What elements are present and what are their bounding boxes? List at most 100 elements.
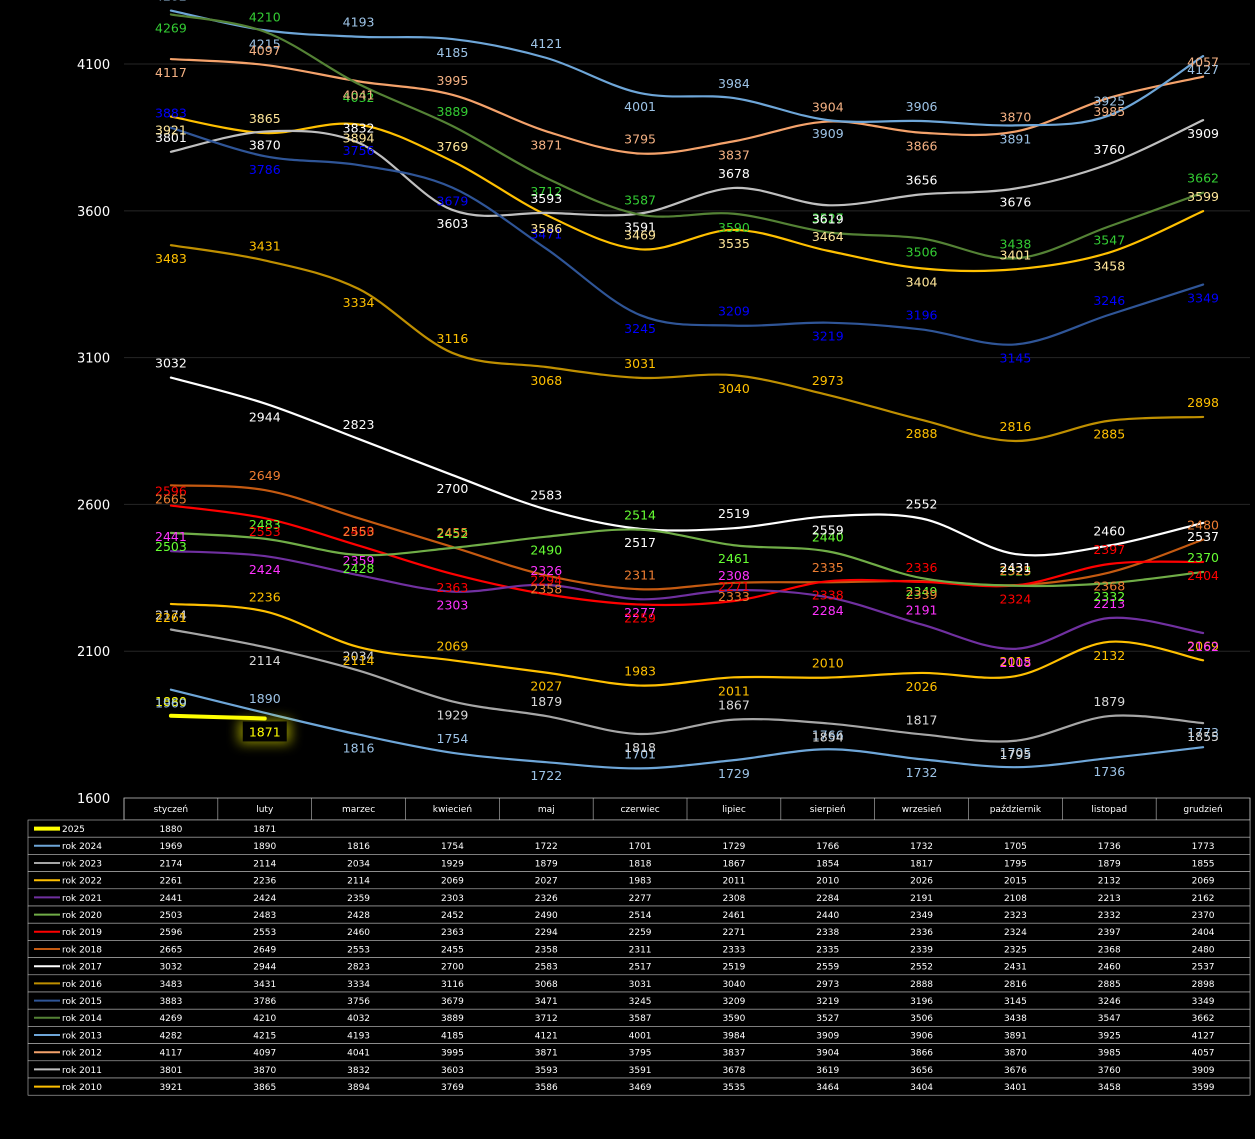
table-cell: 2271 <box>722 928 745 938</box>
data-label: 2294 <box>530 572 562 587</box>
data-label: 3599 <box>1187 189 1219 204</box>
data-label: 2308 <box>718 568 750 583</box>
series-line-rok-2011 <box>169 119 1205 217</box>
table-cell: 1929 <box>441 859 464 869</box>
table-cell: 2108 <box>1004 894 1027 904</box>
table-cell: 2333 <box>722 945 745 955</box>
table-cell: 3040 <box>722 980 745 990</box>
data-label: 3404 <box>906 274 938 289</box>
data-label: 3662 <box>1187 171 1219 186</box>
table-cell: 2559 <box>816 963 839 973</box>
table-cell: 4121 <box>535 1031 558 1041</box>
series-line-rok-2024 <box>169 688 1205 770</box>
table-cell: 3068 <box>535 980 558 990</box>
table-cell: 3590 <box>722 1014 745 1024</box>
table-header-cell: wrzesień <box>902 805 942 815</box>
data-label: 2553 <box>343 524 375 539</box>
series-line-rok-2023 <box>169 628 1205 743</box>
data-label: 4210 <box>249 10 281 25</box>
table-cell: 2114 <box>347 877 370 887</box>
data-label: 3712 <box>530 184 562 199</box>
table-cell: 2397 <box>1098 928 1121 938</box>
table-cell: 2349 <box>910 911 933 921</box>
legend-label: rok 2017 <box>62 963 102 973</box>
table-cell: 2973 <box>816 980 839 990</box>
table-cell: 4282 <box>159 1031 182 1041</box>
table-cell: 2069 <box>1192 877 1215 887</box>
series-line-rok-2014 <box>169 13 1205 260</box>
table-cell: 1879 <box>1098 859 1121 869</box>
data-label: 4193 <box>343 15 375 30</box>
table-cell: 3116 <box>441 980 464 990</box>
table-cell: 3985 <box>1098 1049 1121 1059</box>
data-label: 3866 <box>906 139 938 154</box>
data-label: 4269 <box>155 20 187 35</box>
table-cell: 3870 <box>253 1066 276 1076</box>
table-cell: 2277 <box>629 894 652 904</box>
data-label: 1818 <box>624 740 656 755</box>
table-cell: 3506 <box>910 1014 933 1024</box>
data-label: 3894 <box>343 131 375 146</box>
table-cell: 3471 <box>535 997 558 1007</box>
data-label: 3603 <box>437 216 469 231</box>
data-label: 2027 <box>530 679 562 694</box>
data-label: 2519 <box>718 506 750 521</box>
data-label: 3679 <box>437 194 469 209</box>
table-cell: 3894 <box>347 1083 370 1093</box>
table-cell: 2370 <box>1192 911 1215 921</box>
table-cell: 2011 <box>722 877 745 887</box>
table-cell: 3909 <box>816 1031 839 1041</box>
table-cell: 2519 <box>722 963 745 973</box>
legend-label: rok 2022 <box>62 877 102 887</box>
table-cell: 2665 <box>159 945 182 955</box>
table-cell: 1879 <box>535 859 558 869</box>
table-cell: 3832 <box>347 1066 370 1076</box>
table-cell: 2537 <box>1192 963 1215 973</box>
table-cell: 1705 <box>1004 842 1027 852</box>
data-label: 3590 <box>718 220 750 235</box>
table-cell: 3769 <box>441 1083 464 1093</box>
table-header-cell: marzec <box>342 805 375 815</box>
data-label: 2480 <box>1187 518 1219 533</box>
table-cell: 3889 <box>441 1014 464 1024</box>
data-label: 2277 <box>624 605 656 620</box>
table-cell: 1890 <box>253 842 276 852</box>
data-label: 2114 <box>249 653 281 668</box>
data-label: 1722 <box>530 768 562 783</box>
legend-label: 2025 <box>62 825 85 835</box>
table-cell: 2428 <box>347 911 370 921</box>
table-cell: 2503 <box>159 911 182 921</box>
data-label: 2339 <box>906 587 938 602</box>
legend-label: rok 2014 <box>62 1014 102 1024</box>
table-cell: 2583 <box>535 963 558 973</box>
table-cell: 2294 <box>535 928 558 938</box>
table-cell: 2261 <box>159 877 182 887</box>
data-label: 1929 <box>437 707 469 722</box>
table-cell: 2191 <box>910 894 933 904</box>
data-label: 2898 <box>1187 395 1219 410</box>
data-label: 2816 <box>1000 419 1032 434</box>
data-label: 3921 <box>155 123 187 138</box>
data-label: 1729 <box>718 766 750 781</box>
legend-label: rok 2012 <box>62 1049 102 1059</box>
table-cell: 1722 <box>535 842 558 852</box>
series-line-rok-2020 <box>169 528 1205 588</box>
table-cell: 3547 <box>1098 1014 1121 1024</box>
series-line-rok-2010 <box>169 115 1205 273</box>
table-cell: 3469 <box>629 1083 652 1093</box>
data-label: 2370 <box>1187 550 1219 565</box>
legend-label: rok 2023 <box>62 859 102 869</box>
table-header-cell: lipiec <box>722 805 746 815</box>
legend-label: rok 2019 <box>62 928 102 938</box>
table-cell: 3031 <box>629 980 652 990</box>
legend-label: rok 2018 <box>62 945 102 955</box>
table-cell: 2944 <box>253 963 276 973</box>
data-label: 2424 <box>249 562 281 577</box>
data-label: 3535 <box>718 236 750 251</box>
data-label: 1754 <box>437 731 469 746</box>
table-cell: 2174 <box>159 859 182 869</box>
table-cell: 3145 <box>1004 997 1027 1007</box>
data-label: 3031 <box>624 356 656 371</box>
table-cell: 4041 <box>347 1049 370 1059</box>
